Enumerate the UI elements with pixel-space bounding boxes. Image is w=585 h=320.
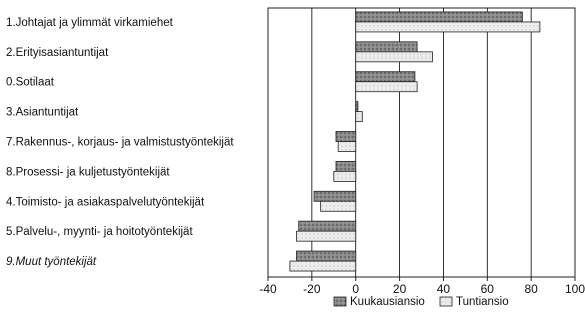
category-label: 1.Johtajat ja ylimmät virkamiehet (6, 17, 174, 29)
category-labels: 1.Johtajat ja ylimmät virkamiehet 2.Erity… (6, 17, 234, 268)
bar-kuukausiansio (355, 101, 359, 113)
category-label: 0.Sotilaat (6, 77, 55, 89)
bar-tuntiansio (320, 200, 357, 212)
legend-label: Kuukausiansio (350, 296, 425, 308)
plot-frame (267, 7, 576, 278)
x-tick-label: -40 (259, 282, 277, 296)
category-label: 4.Toimisto- ja asiakaspalvelutyöntekijät (6, 196, 205, 208)
bar-tuntiansio (337, 141, 357, 152)
x-tick-label: 80 (524, 282, 538, 296)
bar-tuntiansio (355, 81, 418, 93)
category-label: 9.Muut työntekijät (6, 256, 97, 268)
bar-kuukausiansio (335, 131, 357, 142)
bar-kuukausiansio (296, 250, 357, 262)
x-tick-label: 40 (437, 282, 451, 296)
x-tick-label: 60 (481, 282, 495, 296)
legend-label: Tuntiansio (456, 296, 509, 308)
bar-kuukausiansio (335, 160, 357, 172)
x-tick-label: -20 (303, 282, 321, 296)
bar-kuukausiansio (298, 220, 357, 232)
bar-tuntiansio (355, 111, 363, 123)
category-label: 7.Rakennus-, korjaus- ja valmistustyönte… (6, 137, 234, 149)
legend: Kuukausiansio Tuntiansio (333, 296, 509, 308)
bar-kuukausiansio (355, 11, 523, 23)
bar-kuukausiansio (355, 41, 418, 53)
bars (289, 11, 541, 272)
x-axis-tick-labels: -40 -20 0 20 40 60 80 100 (259, 277, 585, 296)
bar-tuntiansio (355, 51, 433, 63)
x-tick-label: 20 (393, 282, 407, 296)
legend-swatch (439, 296, 453, 307)
bar-tuntiansio (333, 170, 357, 182)
category-label: 8.Prosessi- ja kuljetustyöntekijät (6, 166, 170, 178)
bar-kuukausiansio (355, 71, 416, 83)
legend-swatch (333, 296, 347, 307)
bar-tuntiansio (355, 21, 541, 33)
bar-kuukausiansio (313, 190, 357, 202)
x-tick-label: 0 (352, 282, 359, 296)
category-label: 5.Palvelu-, myynti- ja hoitotyöntekijät (6, 226, 193, 238)
bar-tuntiansio (296, 230, 357, 242)
bar-tuntiansio (289, 260, 357, 272)
x-tick-label: 100 (565, 282, 585, 296)
category-label: 2.Erityisasiantuntijat (6, 47, 109, 59)
category-label: 3.Asiantuntijat (6, 107, 79, 119)
